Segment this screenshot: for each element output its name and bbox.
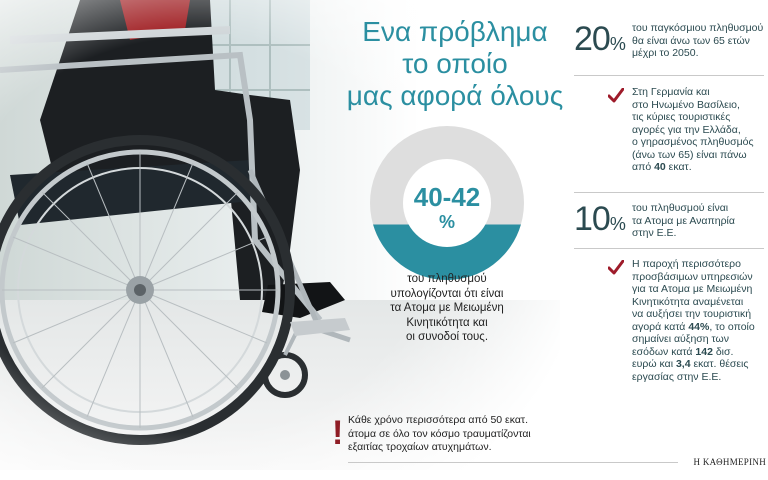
- note-line: Κάθε χρόνο περισσότερα από 50 εκατ.: [348, 414, 528, 426]
- bullet-line: να αυξήσει την τουριστική: [632, 308, 752, 320]
- donut-value: 40-42: [413, 182, 481, 212]
- stat-value: 20: [574, 20, 611, 58]
- bullet-span: εσόδων κατά: [632, 345, 696, 358]
- stat-line: θα είναι άνω των 65 ετών: [632, 34, 750, 47]
- headline-line: μας αφορά όλους: [346, 80, 564, 111]
- stat-number: 20%: [574, 20, 626, 63]
- stat-line: μέχρι το 2050.: [632, 47, 699, 59]
- bullet-line: στο Ηνωμένο Βασίλειο,: [632, 98, 740, 111]
- bullet-text: Στη Γερμανία και στο Ηνωμένο Βασίλειο, τ…: [632, 86, 762, 174]
- donut-caption: του πληθυσμού υπολογίζονται ότι είναι τα…: [352, 272, 542, 345]
- bullet-span: , το οποίο: [709, 320, 755, 333]
- caption-line: οι συνοδοί τους.: [405, 331, 489, 343]
- bullet-span: ευρώ και: [632, 358, 676, 370]
- bullet-line: ευρώ και 3,4 εκατ. θέσεις: [632, 358, 762, 371]
- publisher-logo: Η ΚΑΘΗΜΕΡΙΝΗ: [693, 457, 766, 467]
- bullet-bold: 40: [654, 161, 666, 173]
- exclamation-icon: !: [332, 414, 344, 452]
- bullet-line: για τα Ατομα με Μειωμένη: [632, 283, 753, 295]
- bullet-line: αγορές για την Ελλάδα,: [632, 123, 741, 136]
- donut-unit: %: [438, 212, 455, 232]
- note-line: άτομα σε όλο τον κόσμο τραυματίζονται: [348, 427, 531, 440]
- bullet-line: προσβάσιμων υπηρεσιών: [632, 270, 753, 283]
- divider: [574, 192, 764, 193]
- bullet-bold: 3,4: [675, 358, 691, 370]
- bullet-span: αγορά κατά: [632, 320, 689, 333]
- check-mark-icon: [608, 260, 624, 275]
- injury-note: ! Κάθε χρόνο περισσότερα από 50 εκατ. άτ…: [332, 410, 562, 472]
- bullet-span: εκατ.: [665, 161, 692, 173]
- check-mark-icon: [608, 88, 624, 103]
- bullet-span: από: [632, 161, 655, 173]
- bullet-germany-uk: Στη Γερμανία και στο Ηνωμένο Βασίλειο, τ…: [574, 86, 764, 186]
- footer-rule: [348, 462, 678, 463]
- divider: [574, 248, 764, 249]
- bullet-line: σημαίνει αύξηση των: [632, 333, 729, 345]
- stat-elderly: 20% του παγκόσμιου πληθυσμού θα είναι άν…: [574, 20, 764, 64]
- headline-line: Ενα πρόβλημα: [362, 16, 548, 47]
- bullet-line: Κινητικότητα αναμένεται: [632, 295, 744, 308]
- bullet-accessible-services: Η παροχή περισσότερο προσβάσιμων υπηρεσι…: [574, 258, 764, 388]
- bullet-bold: 44%: [688, 320, 710, 333]
- divider: [574, 75, 764, 76]
- bullet-bold: 142: [695, 345, 713, 358]
- stat-value: 10: [574, 200, 611, 238]
- bullet-line: ο γηρασμένος πληθυσμός: [632, 136, 754, 148]
- bullet-line: (άνω των 65) είναι πάνω: [632, 148, 747, 161]
- donut-hole: [403, 159, 491, 247]
- headline-line: το οποίο: [402, 48, 508, 79]
- stat-disabled: 10% του πληθυσμού είναι τα Ατομα με Αναπ…: [574, 200, 764, 244]
- caption-line: Κινητικότητα και: [406, 316, 488, 329]
- stat-line: τα Ατομα με Αναπηρία: [632, 214, 735, 227]
- caption-line: υπολογίζονται ότι είναι: [390, 287, 504, 300]
- note-text: Κάθε χρόνο περισσότερα από 50 εκατ. άτομ…: [348, 414, 558, 455]
- bullet-line: εργασίας στην Ε.Ε.: [632, 370, 722, 383]
- stat-line: στην Ε.Ε.: [632, 227, 677, 239]
- headline: Ενα πρόβλημα το οποίο μας αφορά όλους: [340, 16, 570, 112]
- bullet-span: δισ.: [712, 345, 734, 358]
- bullet-line: από 40 εκατ.: [632, 161, 762, 174]
- bullet-span: εκατ. θέσεις: [690, 358, 749, 370]
- stat-line: του πληθυσμού είναι: [632, 202, 729, 214]
- bullet-line: τις κύριες τουριστικές: [632, 111, 731, 123]
- caption-line: του πληθυσμού: [407, 273, 487, 285]
- bullet-line: αγορά κατά 44%, το οποίο: [632, 321, 762, 334]
- bullet-line: Στη Γερμανία και: [632, 86, 710, 98]
- bullet-line: εσόδων κατά 142 δισ.: [632, 346, 762, 359]
- bullet-line: Η παροχή περισσότερο: [632, 258, 741, 270]
- stat-line: του παγκόσμιου πληθυσμού: [632, 22, 764, 34]
- stat-number: 10%: [574, 200, 626, 243]
- note-line: εξαιτίας τροχαίων ατυχημάτων.: [348, 441, 492, 453]
- percentage-donut: [370, 126, 524, 280]
- caption-line: τα Ατομα με Μειωμένη: [390, 302, 504, 314]
- stat-description: του πληθυσμού είναι τα Ατομα με Αναπηρία…: [632, 202, 764, 240]
- wheelchair-photo: [0, 0, 560, 470]
- stat-description: του παγκόσμιου πληθυσμού θα είναι άνω τω…: [632, 22, 764, 60]
- stat-unit: %: [609, 214, 626, 234]
- stat-unit: %: [609, 34, 626, 54]
- donut-fill-segment: [373, 224, 521, 280]
- bullet-text: Η παροχή περισσότερο προσβάσιμων υπηρεσι…: [632, 258, 762, 383]
